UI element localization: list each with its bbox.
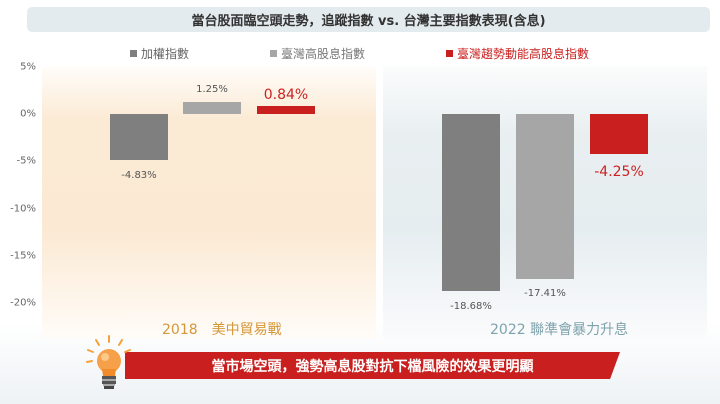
value-label: -4.25% [594,164,644,180]
legend-label: 臺灣趨勢動能高股息指數 [457,46,590,61]
bar-2018-momentum-high-dividend [257,106,315,114]
lightbulb-icon [86,335,131,389]
y-tick: -20% [10,297,36,309]
conclusion-banner: 當市場空頭，強勢高息股對抗下檔風險的效果更明顯 [125,352,620,379]
legend-item-momentum-high-dividend: 臺灣趨勢動能高股息指數 [446,44,589,62]
bar-2018-taiex [110,114,168,160]
value-label: -4.83% [121,170,157,181]
value-label: -17.41% [524,288,566,299]
bar-2022-momentum-high-dividend [590,114,648,154]
y-tick: -10% [10,203,36,215]
period-label-2018: 2018 美中貿易戰 [162,322,282,338]
value-label: 0.84% [263,87,309,103]
legend-label: 臺灣高股息指數 [281,46,366,61]
bar-2022-taiex [442,114,500,291]
legend-item-taiex: 加權指數 [130,44,189,62]
bar-2022-high-dividend [516,114,574,279]
value-label: -18.68% [450,301,492,312]
chart-title: 當台股面臨空頭走勢，追蹤指數 vs. 台灣主要指數表現(含息) [27,7,710,32]
bar-2018-high-dividend [183,102,241,114]
y-tick: 0% [20,108,36,120]
y-tick: -15% [10,250,36,262]
value-label: 1.25% [196,84,228,95]
legend-swatch-icon [130,49,137,57]
legend-item-high-dividend: 臺灣高股息指數 [270,44,365,62]
y-tick: -5% [16,155,36,167]
period-label-2022: 2022 聯準會暴力升息 [490,322,629,338]
y-tick: 5% [20,61,36,73]
legend-label: 加權指數 [141,46,190,61]
legend-swatch-icon [446,49,453,57]
legend-swatch-icon [270,49,277,57]
